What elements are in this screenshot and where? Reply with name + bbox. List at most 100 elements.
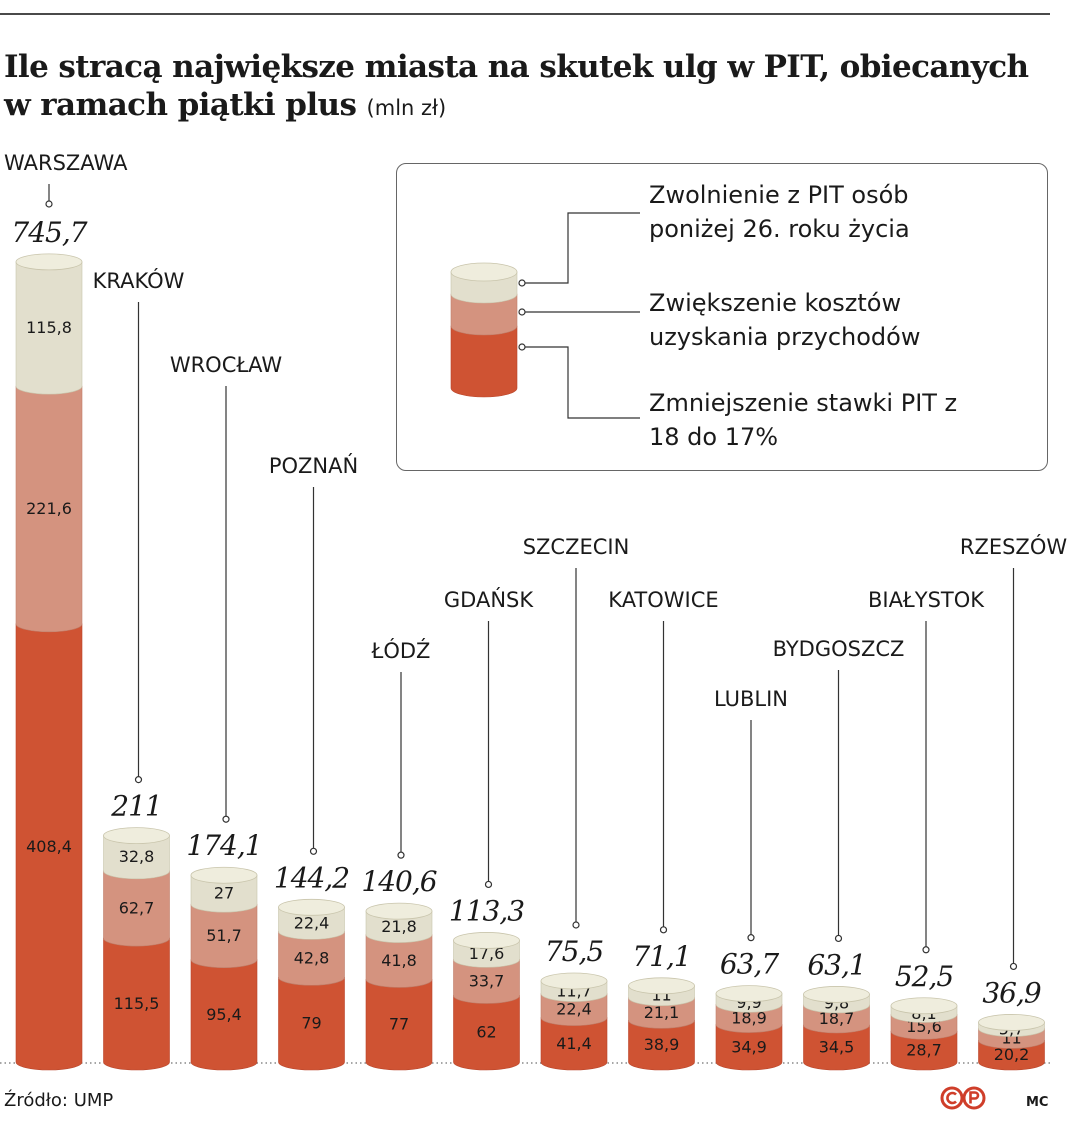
total-label-lublin: 63,7 bbox=[720, 948, 780, 981]
segment-label-rate-cut-bydgoszcz: 34,5 bbox=[819, 1037, 855, 1056]
legend-swatch-rate-cut bbox=[450, 325, 518, 398]
leader-dot-szczecin bbox=[572, 921, 580, 929]
total-label-lodz: 140,6 bbox=[361, 865, 436, 898]
legend: Zwolnienie z PIT osób poniżej 26. roku ż… bbox=[396, 163, 1048, 471]
segment-label-pit-under-26-warszawa: 115,8 bbox=[26, 318, 72, 337]
segment-costs-szczecin bbox=[540, 993, 608, 1026]
cp-logo-icon bbox=[940, 1086, 986, 1110]
segment-label-costs-poznan: 42,8 bbox=[294, 948, 330, 967]
city-label-gdansk: GDAŃSK bbox=[444, 587, 534, 612]
bar-top-poznan bbox=[278, 898, 345, 916]
legend-label-rate-cut: Zmniejszenie stawki PIT z 18 do 17% bbox=[649, 389, 958, 451]
segment-label-costs-warszawa: 221,6 bbox=[26, 499, 72, 518]
total-label-katowice: 71,1 bbox=[632, 940, 690, 973]
segment-rate-cut-bialystok bbox=[890, 1030, 958, 1071]
city-label-szczecin: SZCZECIN bbox=[523, 535, 630, 559]
legend-label-pit-under-26: Zwolnienie z PIT osób poniżej 26. roku ż… bbox=[649, 181, 910, 243]
segment-label-rate-cut-lublin: 34,9 bbox=[731, 1037, 767, 1056]
total-label-wroclaw: 174,1 bbox=[186, 829, 261, 862]
segment-rate-cut-gdansk bbox=[453, 995, 520, 1071]
bar-top-lublin bbox=[715, 985, 783, 1003]
bar-top-rzeszow bbox=[978, 1014, 1045, 1031]
segment-label-rate-cut-wroclaw: 95,4 bbox=[206, 1005, 242, 1024]
leader-dot-bydgoszcz bbox=[834, 934, 843, 943]
segment-costs-katowice bbox=[628, 997, 695, 1029]
segment-costs-lodz bbox=[365, 934, 433, 988]
total-label-warszawa: 745,7 bbox=[11, 216, 87, 249]
city-label-bialystok: BIAŁYSTOK bbox=[868, 588, 985, 612]
segment-label-rate-cut-szczecin: 41,4 bbox=[556, 1034, 592, 1053]
segment-label-rate-cut-rzeszow: 20,2 bbox=[994, 1045, 1030, 1064]
stacked-bar-chart: 408,4 221,6 115,8 745,7 WARSZAWA 115,5 62,7 32,… bbox=[0, 151, 1067, 1071]
leader-dot-katowice bbox=[659, 926, 668, 934]
city-label-lublin: LUBLIN bbox=[714, 687, 788, 711]
legend-connector-pit-under-26-dot bbox=[518, 279, 526, 287]
segment-label-costs-lublin: 18,9 bbox=[731, 1008, 767, 1027]
bar-top-bydgoszcz bbox=[803, 986, 870, 1003]
total-label-bialystok: 52,5 bbox=[895, 960, 954, 993]
bar-top-wroclaw bbox=[190, 866, 258, 884]
segment-label-pit-under-26-lodz: 21,8 bbox=[381, 917, 417, 936]
legend-cylinder-top bbox=[450, 262, 518, 282]
legend-connector-pit-under-26 bbox=[522, 212, 640, 284]
source-note: Źródło: UMP bbox=[4, 1090, 114, 1111]
segment-rate-cut-katowice bbox=[628, 1019, 695, 1071]
segment-rate-cut-lodz bbox=[365, 979, 433, 1071]
segment-rate-cut-poznan bbox=[278, 976, 345, 1071]
leader-dot-bialystok bbox=[922, 946, 930, 954]
total-label-bydgoszcz: 63,1 bbox=[807, 948, 865, 981]
bar-top-gdansk bbox=[453, 932, 520, 949]
top-rule bbox=[0, 13, 1050, 15]
city-label-lodz: ŁÓDŹ bbox=[371, 638, 431, 663]
bar-top-warszawa bbox=[15, 253, 83, 271]
total-label-krakow: 211 bbox=[110, 790, 161, 823]
leader-dot-warszawa bbox=[45, 200, 53, 208]
city-label-warszawa: WARSZAWA bbox=[4, 151, 128, 175]
segment-costs-krakow bbox=[103, 870, 170, 947]
chart-title-text: Ile stracą największe miasta na skutek u… bbox=[4, 49, 1029, 123]
segment-label-costs-gdansk: 33,7 bbox=[469, 971, 505, 990]
segment-label-pit-under-26-wroclaw: 27 bbox=[214, 884, 234, 903]
segment-label-pit-under-26-gdansk: 17,6 bbox=[469, 944, 505, 963]
city-label-wroclaw: WROCŁAW bbox=[170, 353, 283, 377]
bar-krakow: 115,5 62,7 32,8 211 KRAKÓW bbox=[93, 268, 185, 1071]
city-label-bydgoszcz: BYDGOSZCZ bbox=[773, 637, 905, 661]
legend-swatch-costs bbox=[450, 293, 518, 336]
segment-label-costs-krakow: 62,7 bbox=[119, 898, 155, 917]
segment-costs-poznan bbox=[278, 931, 345, 986]
segment-label-rate-cut-gdansk: 62 bbox=[476, 1023, 496, 1042]
segment-pit-under-26-lodz bbox=[365, 910, 433, 943]
legend-label-costs: Zwiększenie kosztów uzyskania przychodów bbox=[649, 289, 921, 351]
bar-poznan: 79 42,8 22,4 144,2 POZNAŃ bbox=[269, 453, 358, 1071]
segment-label-costs-katowice: 21,1 bbox=[644, 1003, 680, 1022]
leader-dot-wroclaw bbox=[222, 815, 230, 823]
segment-rate-cut-warszawa bbox=[15, 623, 83, 1071]
segment-label-costs-wroclaw: 51,7 bbox=[206, 926, 242, 945]
legend-connector-costs-dot bbox=[518, 308, 526, 316]
segment-label-rate-cut-lodz: 77 bbox=[389, 1015, 409, 1034]
chart-unit: (mln zł) bbox=[366, 96, 447, 120]
segment-pit-under-26-warszawa bbox=[15, 261, 83, 395]
leader-dot-lodz bbox=[397, 851, 405, 859]
legend-connector-rate-cut-dot bbox=[518, 343, 526, 351]
bar-top-bialystok bbox=[890, 997, 958, 1015]
segment-label-rate-cut-krakow: 115,5 bbox=[114, 994, 160, 1013]
segment-label-pit-under-26-poznan: 22,4 bbox=[294, 913, 330, 932]
chart-title: Ile stracą największe miasta na skutek u… bbox=[4, 48, 1054, 127]
bar-top-szczecin bbox=[540, 972, 608, 990]
legend-sample-cylinder bbox=[450, 212, 640, 419]
segment-label-costs-szczecin: 22,4 bbox=[556, 1000, 592, 1019]
segment-rate-cut-wroclaw bbox=[190, 959, 258, 1071]
segment-rate-cut-lublin bbox=[715, 1024, 783, 1071]
total-label-rzeszow: 36,9 bbox=[982, 976, 1041, 1009]
legend-connector-rate-cut bbox=[522, 346, 640, 419]
segment-label-pit-under-26-krakow: 32,8 bbox=[119, 847, 155, 866]
city-label-poznan: POZNAŃ bbox=[269, 453, 358, 478]
segment-pit-under-26-krakow bbox=[103, 835, 170, 880]
bar-gdansk: 62 33,7 17,6 113,3 GDAŃSK bbox=[444, 587, 534, 1071]
